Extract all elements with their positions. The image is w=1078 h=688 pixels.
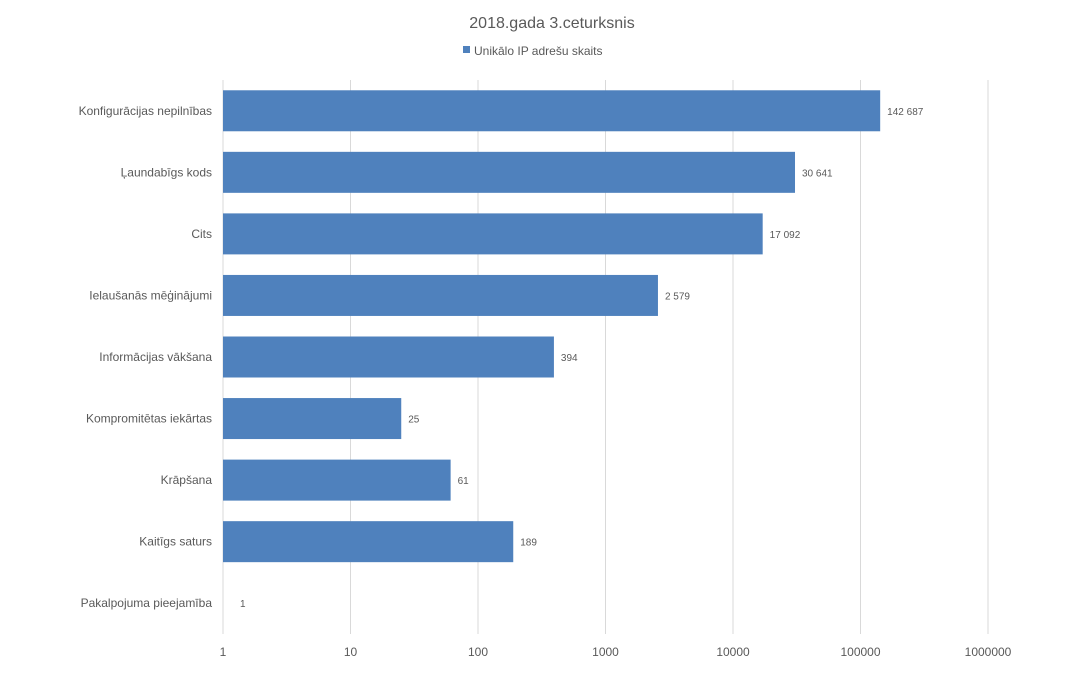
data-label: 2 579 [665,291,690,302]
bar [223,90,881,132]
data-label: 1 [240,599,246,610]
bar [223,151,796,193]
legend-label: Unikālo IP adrešu skaits [474,44,603,58]
category-label: Kaitīgs saturs [139,535,212,549]
x-tick-label: 10 [344,645,358,659]
category-label: Pakalpojuma pieejamība [81,596,213,610]
x-tick-label: 100000 [840,645,880,659]
bars [223,90,881,563]
data-label: 142 687 [887,107,924,118]
x-axis-ticks: 1 10 100 1000 10000 100000 1000000 [220,645,1012,659]
value-labels: 142 687 30 641 17 092 2 579 394 25 61 189 1 [240,107,924,610]
bar [223,459,451,501]
data-label: 394 [561,353,578,364]
bar [223,521,514,563]
bar [223,398,402,440]
chart-title: 2018.gada 3.ceturksnis [469,15,634,32]
x-tick-label: 1000000 [965,645,1012,659]
data-label: 189 [520,538,537,549]
category-label: Kompromitētas iekārtas [86,412,212,426]
x-tick-label: 1 [220,645,227,659]
data-label: 17 092 [770,230,801,241]
category-label: Informācijas vākšana [99,350,212,364]
category-label: Cits [191,227,212,241]
x-tick-label: 10000 [716,645,750,659]
bar [223,213,763,255]
legend: Unikālo IP adrešu skaits [463,44,603,58]
category-label: Konfigurācijas nepilnības [79,104,212,118]
data-label: 61 [458,476,470,487]
category-label: Ielaušanās mēģinājumi [89,288,212,302]
x-tick-label: 1000 [592,645,619,659]
bar [223,336,554,378]
legend-swatch [463,46,470,53]
category-labels: Konfigurācijas nepilnības Ļaundabīgs kods… [79,104,213,610]
category-label: Ļaundabīgs kods [121,165,212,179]
data-label: 30 641 [802,168,833,179]
x-tick-label: 100 [468,645,488,659]
category-label: Krāpšana [161,473,213,487]
data-label: 25 [408,415,420,426]
bar [223,274,658,316]
